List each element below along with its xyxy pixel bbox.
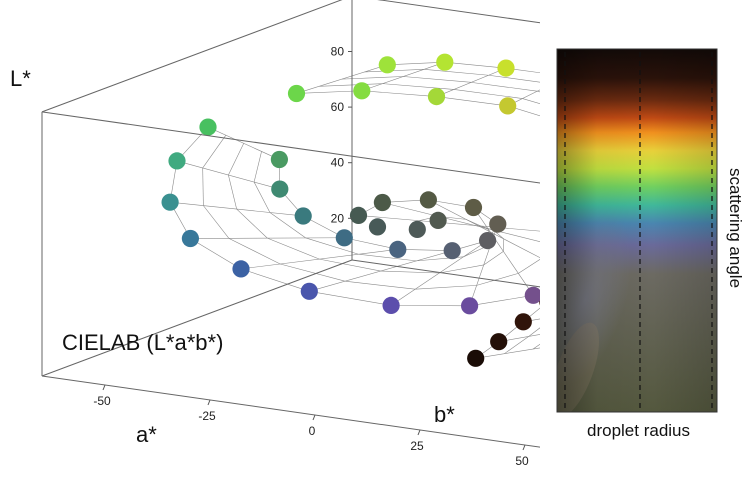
radius-markers xyxy=(564,52,713,410)
data-point xyxy=(368,218,387,236)
data-point xyxy=(349,206,368,224)
data-point xyxy=(232,260,250,278)
data-point xyxy=(335,229,353,247)
data-point xyxy=(382,296,400,314)
data-point xyxy=(419,191,437,209)
data-point xyxy=(479,232,497,250)
x-tick-label: -50 xyxy=(93,394,111,408)
data-point xyxy=(270,150,288,169)
data-point xyxy=(353,82,371,100)
data-point xyxy=(373,193,391,212)
z-tick-label: 60 xyxy=(331,100,345,114)
x-axis-label: a* xyxy=(136,422,157,447)
data-point xyxy=(467,349,485,367)
x-tick-label: -25 xyxy=(198,409,216,423)
heatmap-y-label: scattering angle xyxy=(726,168,745,288)
chart-title: CIELAB (L*a*b*) xyxy=(62,330,223,355)
data-point xyxy=(294,207,312,225)
data-point xyxy=(464,198,483,217)
y-axis-label: b* xyxy=(434,402,455,427)
z-tick-label: 40 xyxy=(331,156,345,170)
data-point xyxy=(161,193,179,211)
data-point xyxy=(168,152,186,170)
z-tick-label: 80 xyxy=(331,45,345,59)
data-point xyxy=(524,286,540,304)
data-point xyxy=(489,215,507,233)
data-point xyxy=(378,56,396,74)
data-point xyxy=(499,97,517,115)
data-point xyxy=(429,211,447,229)
heatmap-frame xyxy=(556,48,718,413)
data-point xyxy=(436,53,454,71)
data-point xyxy=(408,220,426,238)
data-point xyxy=(461,297,479,315)
data-point xyxy=(300,282,318,300)
z-axis-label: L* xyxy=(10,66,31,91)
data-point xyxy=(389,240,407,258)
axes-box-front xyxy=(41,0,540,448)
x-tick-label: 0 xyxy=(309,424,316,438)
data-point xyxy=(497,59,515,77)
data-point xyxy=(199,118,217,136)
z-tick-label: 100 xyxy=(324,0,344,3)
data-point xyxy=(271,180,289,198)
data-point xyxy=(427,88,446,106)
data-point xyxy=(443,242,461,260)
data-point xyxy=(514,313,532,331)
heatmap-x-label: droplet radius xyxy=(587,421,690,440)
x-tick-label: 50 xyxy=(515,454,529,468)
data-points xyxy=(161,53,540,367)
data-point xyxy=(287,84,306,103)
data-point xyxy=(181,229,199,248)
heatmap-shading xyxy=(557,49,717,412)
x-tick-label: 25 xyxy=(410,439,424,453)
data-point xyxy=(490,333,508,351)
z-tick-label: 20 xyxy=(331,211,345,225)
